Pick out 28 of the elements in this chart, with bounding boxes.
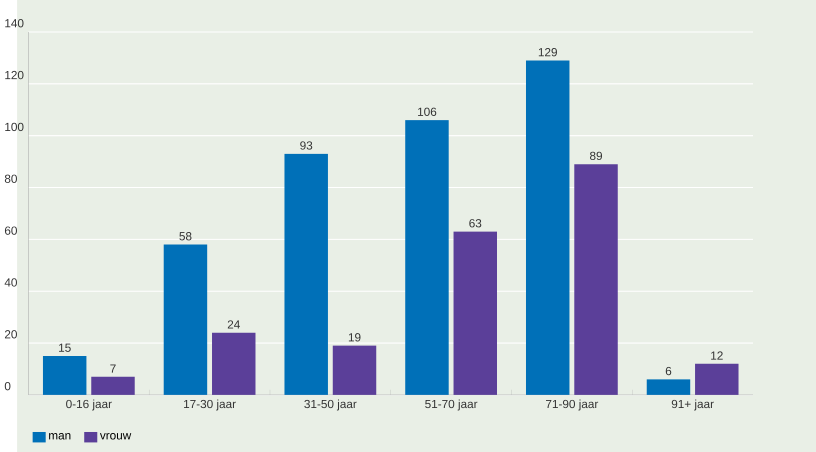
y-tick-label: 0 [4, 382, 10, 390]
data-label: 15 [59, 343, 71, 352]
y-tick-label: 40 [4, 278, 17, 286]
y-tick-label: 60 [4, 226, 17, 235]
data-label: 93 [300, 141, 312, 150]
x-tick-label: 17-30 jaar [184, 399, 236, 410]
data-label: 63 [469, 218, 482, 228]
data-label: 129 [538, 48, 557, 56]
data-label: 7 [110, 364, 116, 372]
data-label: 19 [348, 332, 360, 342]
x-tick-label: 0-16 jaar [66, 399, 112, 410]
data-label: 89 [590, 152, 602, 160]
y-tick-label: 140 [5, 18, 24, 28]
data-label: 106 [418, 107, 436, 116]
y-tick-label: 20 [4, 330, 17, 338]
y-tick-label: 80 [4, 174, 17, 183]
legend-label: vrouw [100, 432, 132, 440]
legend-label: man [49, 432, 70, 440]
x-tick-label: 31-50 jaar [304, 399, 357, 410]
x-tick-label: 51-70 jaar [425, 399, 478, 410]
data-label: 6 [666, 366, 672, 376]
data-label: 58 [179, 232, 192, 240]
y-tick-label: 100 [5, 122, 24, 131]
x-tick-label: 91+ jaar [672, 399, 714, 410]
x-tick-label: 71-90 jaar [546, 399, 598, 410]
y-tick-label: 120 [5, 70, 24, 80]
data-label: 12 [711, 351, 723, 360]
data-label: 24 [228, 320, 240, 328]
